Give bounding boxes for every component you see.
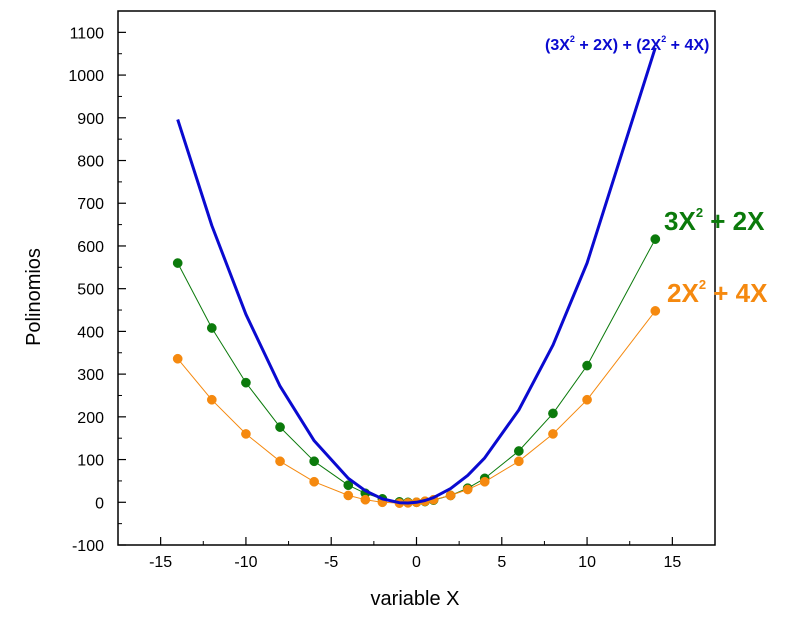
series-3: [176, 47, 657, 505]
y-tick-label: 1100: [70, 25, 105, 42]
data-point: [513, 456, 524, 467]
data-point: [462, 484, 473, 495]
data-point: [343, 490, 354, 501]
data-point: [513, 446, 524, 456]
x-tick-label: -15: [149, 554, 172, 571]
plot-area-frame: [117, 10, 716, 546]
data-point: [445, 490, 456, 501]
y-tick-label: 200: [77, 410, 104, 427]
y-tick-label: 900: [77, 111, 104, 128]
data-point: [172, 353, 183, 364]
series-layer: [172, 47, 661, 508]
data-point: [275, 456, 285, 467]
y-tick-label: 1000: [68, 68, 104, 85]
series-1: [172, 234, 661, 508]
y-tick-label: 600: [77, 239, 104, 256]
data-point: [343, 480, 354, 491]
data-point: [172, 258, 183, 268]
series-line: [176, 47, 657, 505]
y-tick-label: 100: [77, 453, 104, 470]
series-line: [177, 238, 656, 503]
data-point: [650, 306, 661, 316]
x-tick-label: 0: [412, 554, 421, 571]
y-tick-label: 800: [77, 154, 104, 171]
series-2: [172, 306, 661, 508]
y-tick-label: 300: [77, 367, 104, 384]
data-point: [582, 394, 592, 405]
data-point: [309, 476, 320, 487]
data-point: [241, 429, 251, 439]
data-point: [582, 360, 592, 371]
data-point: [650, 234, 661, 244]
data-point: [309, 456, 320, 467]
axis-ticks: -15 -10 -5 0 5 10 15 -100 0 100 200 300 400 500 600 700…: [68, 25, 681, 571]
x-axis-title: variable X: [371, 588, 460, 610]
sum-annotation: (3X2 + 2X) + (2X2 + 4X): [545, 34, 709, 54]
data-point: [206, 323, 217, 333]
x-tick-label: 15: [663, 554, 681, 571]
data-point: [360, 494, 371, 505]
data-point: [241, 377, 251, 388]
data-point: [479, 476, 490, 487]
data-point: [275, 422, 285, 432]
x-tick-label: -5: [324, 554, 338, 571]
y-tick-label: 700: [77, 196, 104, 213]
orange-series-annotation: 2X2 + 4X: [667, 277, 768, 308]
y-tick-label: 0: [95, 495, 104, 512]
y-tick-label: -100: [72, 538, 104, 555]
y-axis-title: Polinomios: [23, 248, 45, 346]
data-point: [548, 408, 558, 419]
x-tick-label: -10: [234, 554, 257, 571]
series-line: [177, 310, 656, 504]
x-tick-label: 5: [497, 554, 506, 571]
green-series-annotation: 3X2 + 2X: [664, 205, 765, 236]
data-point: [206, 394, 217, 405]
y-tick-label: 500: [77, 282, 104, 299]
x-tick-label: 10: [578, 554, 596, 571]
data-point: [548, 429, 558, 439]
y-tick-label: 400: [77, 324, 104, 341]
